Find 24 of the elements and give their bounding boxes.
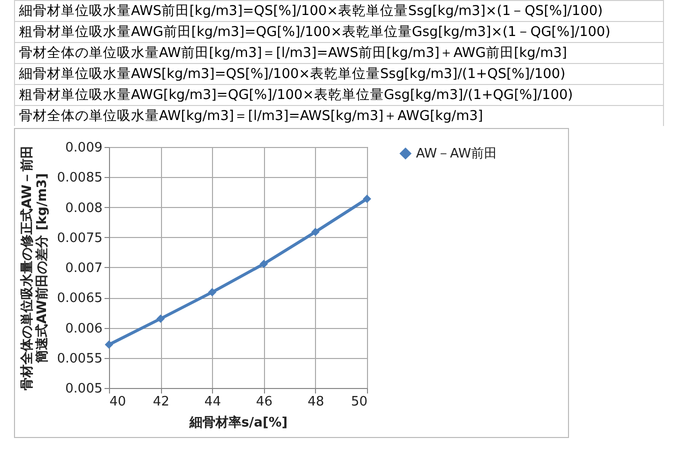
y-tick-label: 0.006 bbox=[65, 321, 102, 336]
text: 細骨材単位吸水量AWS[kg/m3]=QS[%]/100×表乾単位量Ssg[kg/m3]/(1+QS[%]/100) bbox=[14, 63, 664, 84]
y-tick-label: 0.009 bbox=[65, 140, 102, 156]
y-tick-label: 0.007 bbox=[65, 261, 102, 276]
text: 粗骨材単位吸水量AWG前田[kg/m3]=QG[%]/100×表乾単位量Gsg[kg/m3]×(1－QG[%]/100) bbox=[14, 21, 664, 42]
x-tick-label: 40 bbox=[110, 394, 126, 410]
y-tick-label: 0.0085 bbox=[57, 170, 102, 186]
y-tick-label: 0.0055 bbox=[57, 351, 102, 366]
text: 細骨材単位吸水量AWS前田[kg/m3]=QS[%]/100×表乾単位量Ssg[kg/m3]×(1－QS[%]/100) bbox=[14, 0, 664, 21]
y-tick-label: 0.008 bbox=[65, 200, 102, 216]
x-tick-label: 50 bbox=[350, 394, 368, 410]
legend-label: AW－AW前田 bbox=[416, 146, 498, 162]
y-tick-label: 0.0065 bbox=[57, 291, 102, 306]
text: 粗骨材単位吸水量AWG[kg/m3]=QG[%]/100×表乾単位量Gsg[kg/m3]/(1+QG[%]/100) bbox=[14, 84, 664, 105]
x-tick-label: 48 bbox=[308, 394, 324, 410]
x-tick-label: 42 bbox=[152, 394, 170, 410]
x-tick-label: 44 bbox=[204, 394, 221, 410]
x-axis-title: 細骨材率s/a[%] bbox=[188, 414, 288, 430]
text: 骨材全体の単位吸水量AW前田[kg/m3]＝[l/m3]=AWS前田[kg/m3]＋AWG前田[kg/m3] bbox=[14, 42, 664, 63]
y-tick-label: 0.005 bbox=[65, 382, 102, 396]
y-axis-title: 骨材全体の単位吸水量の修正式AW－前田簡速式AW前田の差分 [kg/m3] bbox=[19, 146, 50, 390]
text: 骨材全体の単位吸水量AW[kg/m3]＝[l/m3]=AWS[kg/m3]＋AWG[kg/m3] bbox=[14, 105, 664, 126]
x-tick-label: 46 bbox=[256, 394, 273, 410]
y-tick-label: 0.0075 bbox=[57, 230, 102, 246]
